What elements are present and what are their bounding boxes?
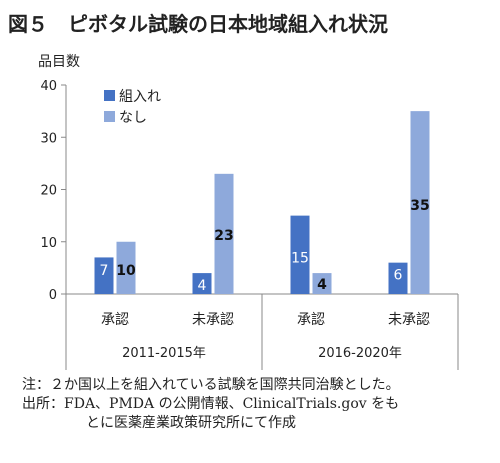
data-label: 35	[410, 198, 429, 214]
y-tick-label: 0	[49, 288, 57, 303]
bar	[312, 273, 332, 294]
category-label: 未承認	[192, 312, 234, 328]
data-label: 7	[100, 263, 109, 279]
legend-swatch	[104, 90, 115, 101]
y-tick-label: 40	[40, 79, 57, 94]
y-tick-label: 20	[40, 184, 57, 199]
y-tick-label: 10	[40, 236, 57, 251]
y-axis-label: 品目数	[38, 54, 80, 70]
category-label: 未承認	[388, 312, 430, 328]
bar-chart: 品目数 0 10 20 30 40 2011-2015年 2016-2020年 承認 未承認 承認 未…	[38, 54, 459, 370]
chart-title: 図５ ピボタル試験の日本地域組入れ状況	[8, 12, 388, 36]
group-label: 2011-2015年	[122, 346, 206, 361]
legend-label: なし	[119, 110, 147, 126]
bar	[410, 111, 430, 294]
source-text-line1: 出所：FDA、PMDA の公開情報、ClinicalTrials.gov をも	[22, 396, 400, 412]
data-label: 6	[394, 268, 403, 284]
bar	[192, 273, 212, 294]
group-label: 2016-2020年	[318, 346, 402, 361]
legend-label: 組入れ	[119, 89, 161, 105]
category-label: 承認	[297, 312, 325, 328]
footnotes: 注：２か国以上を組入れている試験を国際共同治験とした。 出所：FDA、PMDA …	[22, 376, 400, 433]
bar	[388, 262, 408, 294]
data-label: 10	[116, 263, 136, 279]
data-label: 4	[198, 278, 207, 294]
y-tick-label: 30	[40, 131, 57, 146]
data-label: 15	[291, 251, 309, 267]
data-label: 4	[317, 277, 327, 293]
category-label: 承認	[101, 312, 129, 328]
bar	[116, 241, 136, 294]
bar	[214, 173, 234, 294]
data-label: 23	[214, 228, 233, 244]
bar	[290, 215, 310, 294]
legend-swatch	[104, 111, 115, 122]
note-text: 注：２か国以上を組入れている試験を国際共同治験とした。	[22, 377, 400, 393]
bar	[94, 257, 114, 294]
source-text-line2: とに医薬産業政策研究所にて作成	[86, 415, 296, 431]
